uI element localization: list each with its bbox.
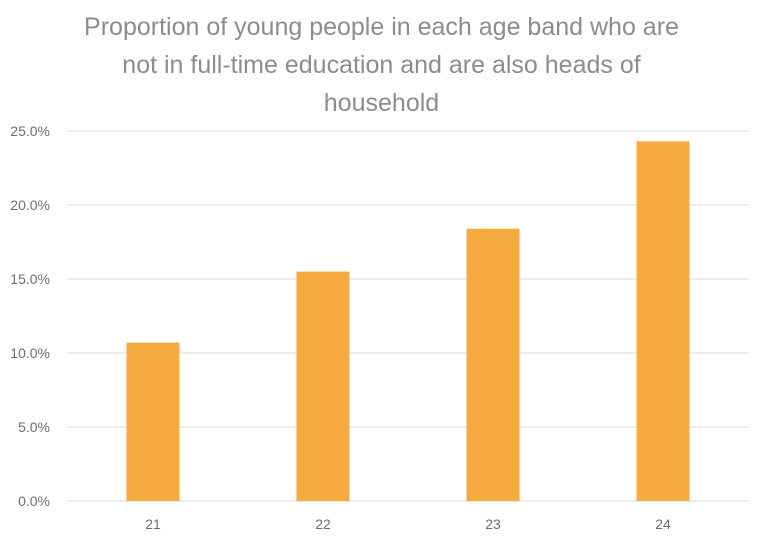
bar (296, 271, 350, 501)
y-tick-label: 5.0% (18, 419, 50, 435)
y-tick-label: 10.0% (10, 345, 50, 361)
y-tick-label: 25.0% (10, 123, 50, 139)
bar (636, 141, 690, 502)
y-tick-label: 0.0% (18, 493, 50, 509)
x-tick-label: 23 (485, 516, 501, 532)
chart-title: Proportion of young people in each age b… (0, 8, 763, 122)
chart-title-line-1: Proportion of young people in each age b… (84, 13, 679, 41)
x-tick-label: 24 (655, 516, 671, 532)
x-tick-label: 22 (315, 516, 331, 532)
chart-title-line-3: household (323, 89, 440, 117)
x-tick-label: 21 (145, 516, 161, 532)
y-tick-label: 20.0% (10, 197, 50, 213)
bar (126, 342, 180, 501)
y-tick-label: 15.0% (10, 271, 50, 287)
bar (466, 228, 520, 501)
chart-title-line-2: not in full-time education and are also … (122, 51, 641, 79)
